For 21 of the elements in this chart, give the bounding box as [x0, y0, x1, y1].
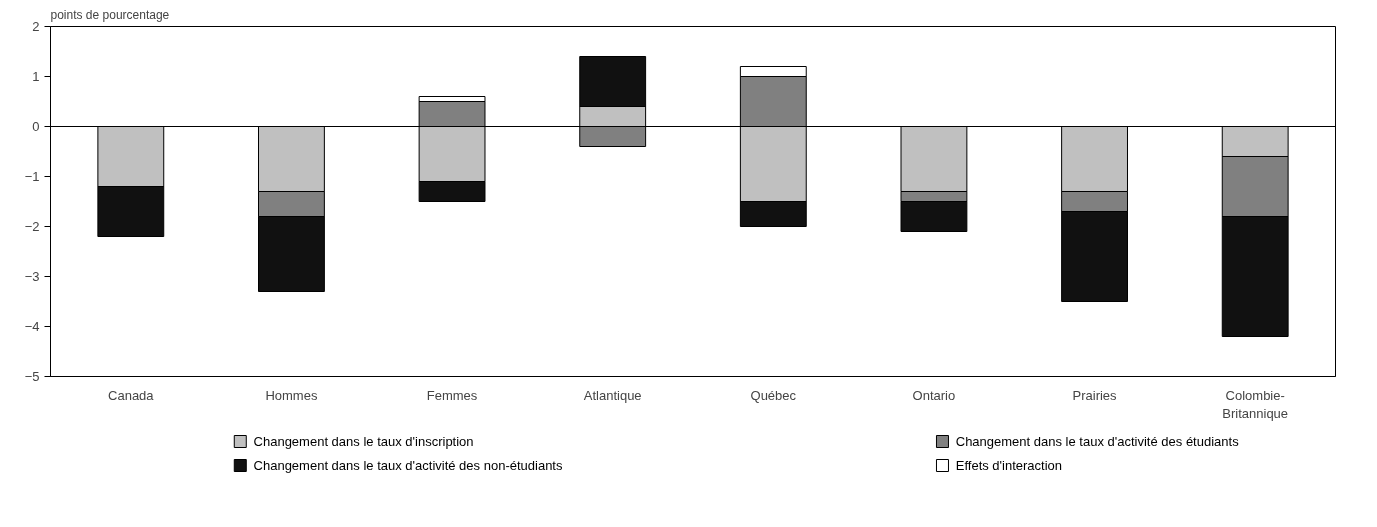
x-tick-label: Femmes — [426, 387, 478, 403]
y-tick-label: −2 — [24, 219, 40, 234]
y-tick-label: 2 — [32, 19, 40, 34]
x-tick-label: Québec — [750, 387, 797, 403]
x-tick-label: Canada — [108, 387, 155, 403]
legend-label: Changement dans le taux d'activité des étudiants — [955, 434, 1240, 449]
x-tick-label: Colombie-Britannique — [1222, 387, 1289, 421]
legend-label: Changement dans le taux d'activité des non-étudiants — [253, 458, 563, 473]
x-tick-label: Hommes — [265, 387, 318, 403]
y-tick-label: −4 — [24, 319, 40, 334]
legend-label: Effets d'interaction — [955, 458, 1063, 473]
y-tick-label: −5 — [24, 369, 40, 384]
y-tick-label: −3 — [24, 269, 40, 284]
x-tick-label: Atlantique — [583, 387, 642, 403]
y-axis-title: points de pourcentage — [50, 7, 170, 22]
x-tick-label: Ontario — [912, 387, 956, 403]
y-tick-label: −1 — [24, 169, 40, 184]
x-tick-label: Prairies — [1072, 387, 1118, 403]
legend-label: Changement dans le taux d'inscription — [253, 434, 474, 449]
y-tick-label: 1 — [32, 69, 40, 84]
y-tick-label: 0 — [32, 119, 40, 134]
